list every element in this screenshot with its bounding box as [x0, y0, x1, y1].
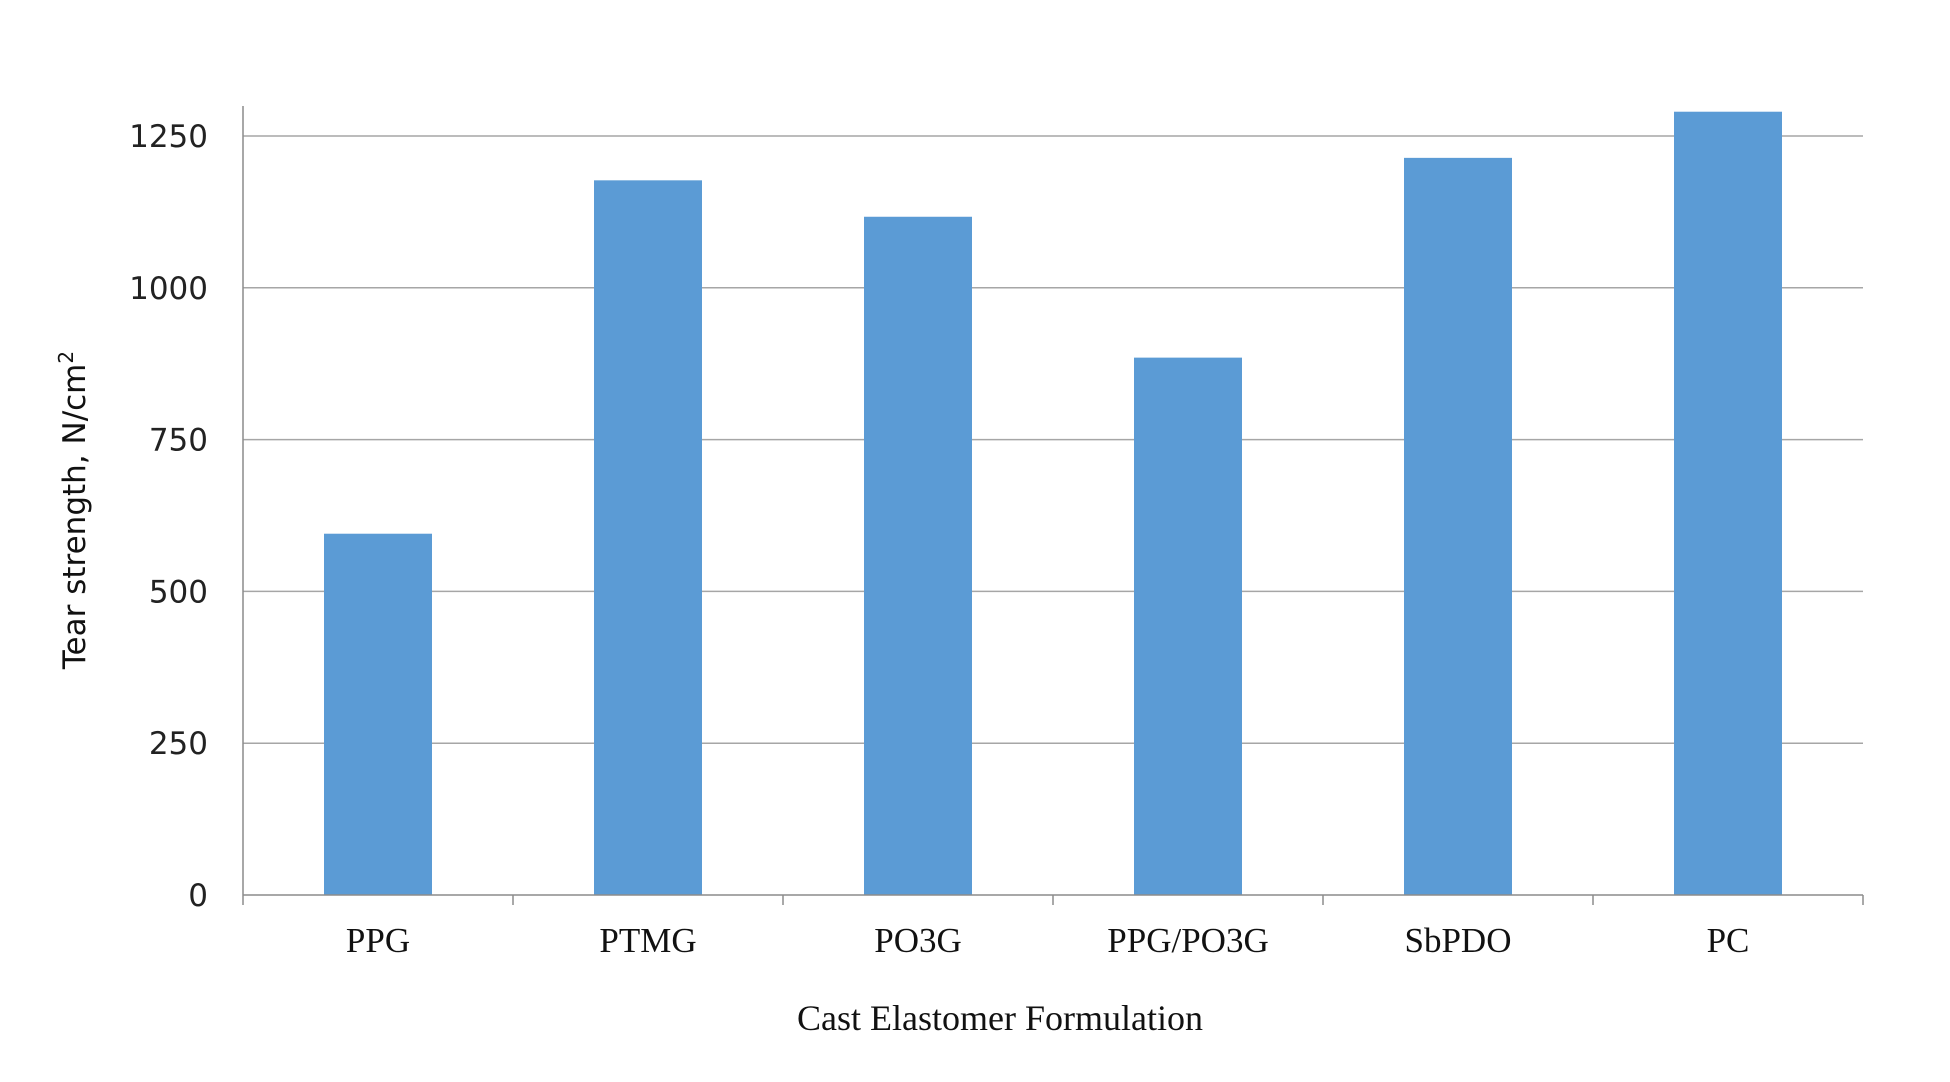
x-tick-label-ptmg: PTMG [599, 921, 696, 960]
y-tick-label-1250: 1250 [129, 119, 208, 155]
x-tick-label-po3g: PO3G [874, 921, 962, 960]
y-tick-label-0: 0 [188, 878, 208, 914]
y-tick-labels: 0 250 500 750 1000 1250 [129, 119, 208, 914]
gridlines [243, 135, 1863, 744]
bar-ppg-po3g [1134, 357, 1242, 895]
axes [242, 106, 1864, 905]
x-tick-labels: PPG PTMG PO3G PPG/PO3G SbPDO PC [346, 921, 1750, 960]
x-tick-label-sbpdo: SbPDO [1405, 921, 1512, 960]
y-axis-title-superscript: 2 [54, 351, 78, 364]
x-tick-label-pc: PC [1707, 921, 1750, 960]
bar-po3g [864, 216, 972, 896]
y-tick-label-1000: 1000 [129, 271, 208, 307]
y-tick-label-250: 250 [149, 726, 208, 762]
y-axis-title-text: Tear strength, N/cm [57, 364, 93, 671]
y-tick-label-750: 750 [149, 423, 208, 459]
bar-pc [1674, 111, 1782, 896]
bars [324, 111, 1782, 896]
y-tick-label-500: 500 [149, 574, 208, 610]
bar-ppg [324, 533, 432, 895]
x-tick-label-ppg-po3g: PPG/PO3G [1107, 921, 1268, 960]
bar-ptmg [594, 180, 702, 895]
bar-sbpdo [1404, 157, 1512, 896]
x-tick-label-ppg: PPG [346, 921, 410, 960]
y-axis-title: Tear strength, N/cm2 [54, 351, 93, 670]
x-axis-title: Cast Elastomer Formulation [797, 998, 1203, 1038]
